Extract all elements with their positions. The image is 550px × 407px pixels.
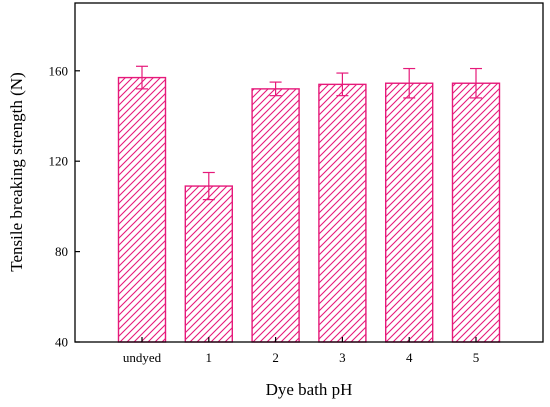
x-tick-label: undyed bbox=[123, 350, 162, 365]
bar-undyed bbox=[117, 76, 167, 343]
bar-2 bbox=[251, 88, 300, 343]
bars-layer bbox=[117, 76, 501, 343]
x-tick-label: 3 bbox=[339, 350, 346, 365]
bar-4 bbox=[385, 82, 434, 343]
x-tick-label: 5 bbox=[473, 350, 480, 365]
y-axis-title: Tensile breaking strength (N) bbox=[7, 72, 26, 271]
x-axis: undyed 1 2 3 4 5 bbox=[123, 337, 479, 365]
x-axis-title: Dye bath pH bbox=[266, 380, 353, 399]
bar-5 bbox=[451, 82, 501, 343]
bar-3 bbox=[318, 83, 367, 343]
y-tick-label: 80 bbox=[55, 244, 68, 259]
bar-1 bbox=[184, 185, 234, 343]
x-tick-label: 1 bbox=[206, 350, 213, 365]
y-axis: 40 80 120 160 bbox=[49, 63, 80, 350]
error-bars-layer bbox=[136, 65, 482, 201]
plot-frame bbox=[74, 2, 544, 343]
y-tick-label: 160 bbox=[49, 63, 69, 78]
x-tick-label: 2 bbox=[272, 350, 279, 365]
y-tick-label: 40 bbox=[55, 335, 68, 350]
x-tick-label: 4 bbox=[406, 350, 413, 365]
y-tick-label: 120 bbox=[49, 154, 69, 169]
